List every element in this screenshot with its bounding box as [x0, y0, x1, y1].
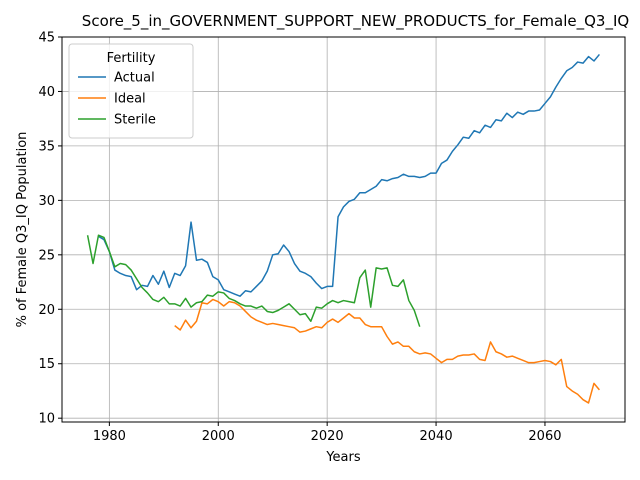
plot-frame: [61, 36, 626, 423]
y-tick-label: 15: [38, 357, 55, 372]
series-line-sterile: [86, 234, 421, 327]
x-tick-label: 2000: [202, 429, 235, 444]
axis-ticks: 1980 2000 2020 2040 2060 10 15 20 25 30 35 40 45: [38, 31, 561, 445]
y-tick-label: 30: [38, 194, 55, 209]
y-tick-label: 20: [38, 303, 55, 318]
grid-lines: [62, 36, 625, 422]
legend-label-actual: Actual: [114, 71, 155, 86]
series-line-ideal: [174, 298, 600, 404]
legend-box: [68, 43, 194, 139]
x-tick-label: 2040: [420, 429, 453, 444]
legend-title: Fertility: [107, 51, 156, 66]
y-axis-label: % of Female Q3_IQ Population: [15, 132, 30, 328]
x-axis-label: Years: [325, 450, 361, 465]
x-tick-label: 2020: [311, 429, 344, 444]
series-lines: [86, 53, 600, 404]
x-tick-label: 1980: [93, 429, 126, 444]
x-tick-label: 2060: [528, 429, 561, 444]
y-tick-label: 10: [38, 412, 55, 427]
legend-label-ideal: Ideal: [114, 92, 146, 107]
series-line-actual: [98, 53, 600, 297]
legend-label-sterile: Sterile: [114, 113, 156, 128]
y-tick-label: 45: [38, 31, 55, 46]
y-tick-label: 25: [38, 248, 55, 263]
legend: Fertility Actual Ideal Sterile: [68, 43, 194, 139]
y-tick-label: 35: [38, 139, 55, 154]
chart-title: Score_5_in_GOVERNMENT_SUPPORT_NEW_PRODUC…: [82, 12, 629, 31]
y-tick-label: 40: [38, 85, 55, 100]
